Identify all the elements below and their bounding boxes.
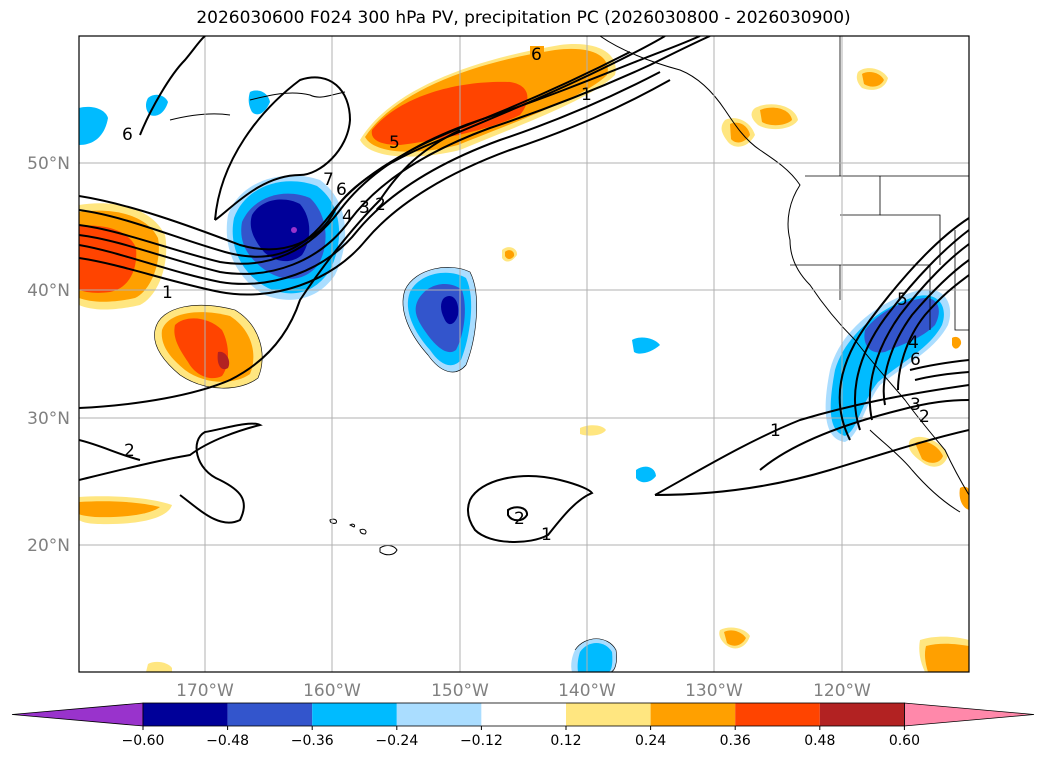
contour-label: 2 [124, 441, 135, 461]
contour-label: 6 [122, 125, 133, 145]
contour-label: 6 [531, 45, 542, 65]
lon-label: 160°W [303, 681, 361, 701]
lat-label: 20°N [27, 536, 70, 556]
pv-contours [79, 36, 969, 543]
colorbar-segment [227, 703, 313, 726]
colorbar-tick-label: −0.12 [460, 733, 503, 749]
gridlines [79, 36, 969, 672]
colorbar-segment [312, 703, 397, 726]
map-frame [78, 35, 970, 673]
contour-label: 1 [770, 421, 781, 441]
contour-label: 1 [541, 525, 552, 545]
contour-label: 4 [908, 333, 919, 353]
colorbar-outline [142, 702, 905, 727]
lon-label: 150°W [431, 681, 489, 701]
contour-label: 3 [910, 395, 921, 415]
contour-label: 5 [897, 290, 908, 310]
colorbar-extend-min [11, 702, 144, 727]
contour-label: 6 [910, 350, 921, 370]
lon-label: 170°W [176, 681, 234, 701]
contour-label: 4 [342, 207, 353, 227]
colorbar-tick-label: −0.36 [291, 733, 334, 749]
contour-label: 1 [581, 85, 592, 105]
contour-label: 1 [162, 283, 173, 303]
contour-label: 2 [514, 509, 525, 529]
colorbar-extend-max [904, 702, 1035, 727]
colorbar-tick-label: 0.48 [804, 733, 835, 749]
latitude-labels: 50°N 40°N 30°N 20°N [27, 154, 70, 556]
colorbar-tick-label: −0.48 [206, 733, 249, 749]
lat-label: 40°N [27, 281, 70, 301]
lon-label: 140°W [558, 681, 616, 701]
colorbar-tick-label: −0.24 [375, 733, 418, 749]
map-title: 2026030600 F024 300 hPa PV, precipitatio… [196, 8, 851, 28]
colorbar-tick-label: 0.60 [889, 733, 920, 749]
contour-labels: 6 5 1 7 6 4 3 2 1 6 2 2 1 1 4 5 6 3 2 [122, 45, 930, 545]
precipitation-shading [79, 44, 969, 672]
contour-label: 3 [359, 198, 370, 218]
colorbar-segment [143, 703, 228, 726]
colorbar-segment [566, 703, 651, 726]
contour-label: 5 [389, 133, 400, 153]
colorbar-segment [819, 703, 905, 726]
colorbar-segment [396, 703, 482, 726]
colorbar-tick-label: 0.36 [720, 733, 751, 749]
lat-label: 30°N [27, 409, 70, 429]
lon-label: 130°W [685, 681, 743, 701]
contour-label: 2 [375, 195, 386, 215]
contour-label: 2 [919, 407, 930, 427]
contour-label: 6 [336, 180, 347, 200]
longitude-labels: 170°W 160°W 150°W 140°W 130°W 120°W [176, 681, 871, 701]
colorbar-segment [650, 703, 736, 726]
colorbar: −0.60 −0.48 −0.36 −0.24 −0.12 0.12 0.24 0.36 0.4… [11, 702, 1035, 749]
colorbar-tick-label: 0.24 [635, 733, 666, 749]
colorbar-segment [735, 703, 820, 726]
colorbar-tick-label: −0.60 [122, 733, 165, 749]
lon-label: 120°W [813, 681, 871, 701]
borders [790, 36, 969, 331]
coastlines [169, 36, 969, 556]
contour-label: 7 [323, 170, 334, 190]
colorbar-tick-label: 0.12 [550, 733, 581, 749]
lat-label: 50°N [27, 154, 70, 174]
colorbar-segment [481, 703, 566, 726]
